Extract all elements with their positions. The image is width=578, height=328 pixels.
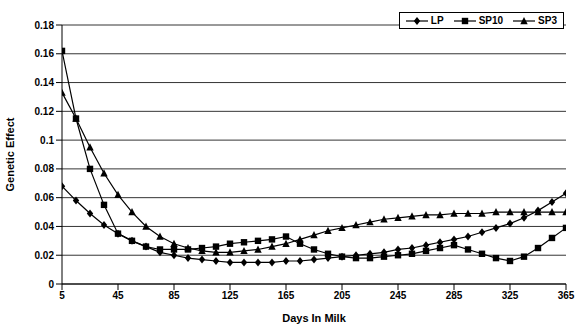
html-text:SP3: SP3 (538, 15, 557, 26)
svg-text:0.16: 0.16 (35, 48, 55, 59)
svg-text:165: 165 (278, 290, 295, 301)
svg-text:0.12: 0.12 (35, 106, 55, 117)
svg-text:0.1: 0.1 (40, 135, 54, 146)
svg-text:0.14: 0.14 (35, 77, 55, 88)
svg-text:325: 325 (502, 290, 519, 301)
svg-text:85: 85 (168, 290, 180, 301)
svg-text:5: 5 (59, 290, 65, 301)
html-text:SP10: SP10 (478, 15, 504, 26)
svg-text:0: 0 (48, 279, 54, 290)
svg-text:45: 45 (112, 290, 124, 301)
svg-text:245: 245 (390, 290, 407, 301)
svg-text:Genetic Effect: Genetic Effect (8, 117, 16, 191)
svg-text:205: 205 (334, 290, 351, 301)
svg-text:0.02: 0.02 (35, 250, 55, 261)
svg-text:365: 365 (558, 290, 570, 301)
svg-text:285: 285 (446, 290, 463, 301)
html-text:LP: LP (430, 15, 444, 26)
svg-text:0.06: 0.06 (35, 192, 55, 203)
svg-text:0.04: 0.04 (35, 221, 55, 232)
svg-text:0.08: 0.08 (35, 163, 55, 174)
svg-text:125: 125 (222, 290, 239, 301)
svg-text:Days In Milk: Days In Milk (282, 312, 346, 324)
svg-text:0.18: 0.18 (35, 20, 55, 31)
